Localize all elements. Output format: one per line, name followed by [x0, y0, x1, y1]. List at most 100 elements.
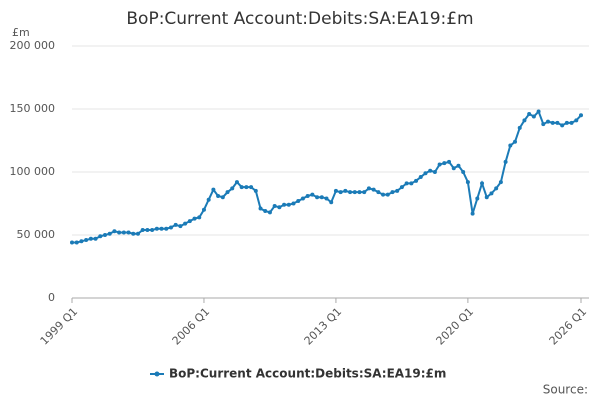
point [579, 113, 583, 118]
point [131, 231, 136, 236]
point [310, 192, 315, 197]
point [442, 161, 447, 166]
point [249, 185, 254, 190]
point [376, 190, 381, 195]
y-tick-label: 50 000 [17, 228, 56, 241]
point [428, 168, 433, 173]
point [385, 192, 390, 197]
point [484, 195, 489, 200]
point [555, 120, 560, 125]
point [230, 186, 235, 191]
point [263, 209, 268, 214]
point [480, 181, 485, 186]
point [531, 114, 536, 119]
point [371, 187, 376, 192]
point [432, 170, 437, 174]
point [366, 186, 371, 191]
point [168, 225, 173, 230]
point [206, 197, 211, 202]
point [126, 230, 131, 235]
point [258, 206, 263, 211]
point [220, 195, 225, 200]
point [135, 231, 140, 236]
point [461, 170, 466, 174]
point [494, 186, 499, 191]
point [536, 109, 541, 114]
point [338, 190, 343, 195]
point [192, 216, 197, 221]
point [93, 236, 98, 241]
point [117, 230, 122, 235]
source: Source: [543, 383, 588, 397]
point [404, 181, 409, 186]
point [418, 175, 423, 180]
point [74, 240, 79, 245]
point [333, 188, 338, 193]
point [225, 190, 230, 195]
point [560, 123, 565, 128]
point [98, 234, 103, 239]
point [159, 226, 164, 231]
point [183, 221, 188, 226]
point [102, 233, 107, 237]
point [315, 195, 320, 200]
point [201, 207, 206, 212]
point [121, 230, 126, 235]
point [527, 112, 532, 117]
point [216, 193, 221, 198]
legend-marker [154, 371, 160, 377]
point [352, 190, 357, 195]
point [348, 190, 353, 195]
point [503, 159, 508, 164]
point [112, 229, 117, 234]
point [305, 193, 310, 198]
point [150, 227, 155, 232]
point [140, 227, 145, 232]
point [456, 163, 461, 168]
point [253, 188, 258, 193]
series-line [72, 109, 582, 244]
x-tick-label: 1999 Q1 [38, 305, 81, 348]
y-tick-label: 200 000 [10, 39, 56, 52]
point [546, 119, 551, 124]
point [178, 224, 183, 229]
point [211, 187, 216, 192]
point [197, 215, 202, 220]
x-tick-label: 2013 Q1 [302, 305, 345, 348]
point [489, 191, 494, 196]
point [154, 226, 159, 231]
x-tick-label: 2006 Q1 [170, 305, 213, 348]
point [84, 238, 89, 243]
point [145, 227, 150, 232]
point [437, 162, 442, 167]
y-tick-label: 100 000 [10, 165, 56, 178]
point [272, 204, 277, 209]
y-tick-label: 150 000 [10, 102, 56, 115]
point [414, 178, 419, 183]
point [329, 200, 334, 205]
point [390, 190, 395, 195]
point [286, 202, 291, 207]
point [173, 222, 178, 227]
point [362, 190, 367, 195]
point [343, 188, 348, 193]
point [550, 120, 555, 125]
point [498, 180, 503, 185]
point [395, 188, 400, 193]
point [517, 125, 522, 130]
point [470, 211, 475, 216]
chart-title: BoP:Current Account:Debits:SA:EA19:£m [126, 9, 473, 29]
point [381, 192, 386, 197]
point [357, 190, 362, 195]
point [70, 240, 74, 245]
point [513, 139, 518, 144]
x-tick-label: 2020 Q1 [434, 305, 477, 348]
point [409, 181, 414, 186]
point [107, 231, 112, 236]
point [319, 195, 324, 200]
point [564, 120, 569, 125]
point [451, 166, 456, 171]
point [187, 219, 192, 224]
point [447, 159, 452, 164]
